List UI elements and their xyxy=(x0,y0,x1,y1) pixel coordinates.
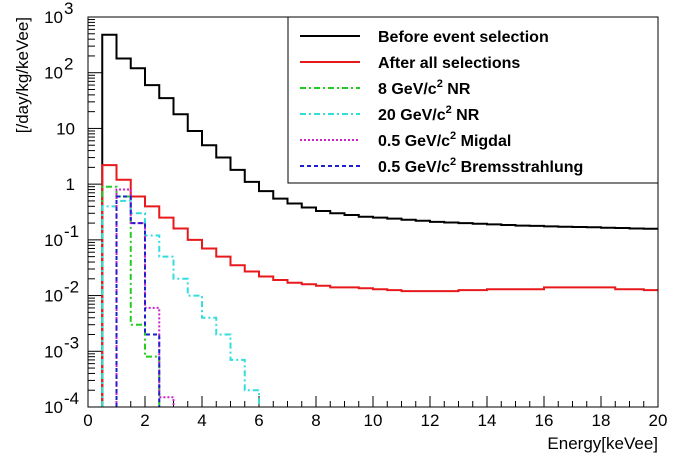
y-tick-exponent: 3 xyxy=(64,0,73,18)
y-tick-exponent: 2 xyxy=(64,55,73,74)
y-tick-exponent: -3 xyxy=(64,333,79,352)
series-line-4 xyxy=(101,199,260,407)
series-line-3 xyxy=(101,185,161,407)
series-line-1 xyxy=(101,33,658,407)
y-tick-exponent: -2 xyxy=(64,278,79,297)
x-tick-label: 0 xyxy=(83,411,92,430)
series-line-6 xyxy=(115,195,161,407)
y-tick-label: 10 xyxy=(56,119,75,138)
y-tick-label: 10 xyxy=(44,287,63,306)
x-tick-label: 2 xyxy=(140,411,149,430)
y-axis-title: [/day/kg/keVee] xyxy=(13,17,32,133)
legend-box xyxy=(287,16,659,184)
x-tick-label: 20 xyxy=(649,411,668,430)
legend-label-2: After all selections xyxy=(378,55,520,72)
y-tick-label: 10 xyxy=(44,342,63,361)
x-tick-label: 18 xyxy=(592,411,611,430)
x-tick-label: 12 xyxy=(421,411,440,430)
y-tick-label: 1 xyxy=(66,175,75,194)
y-tick-label: 10 xyxy=(44,64,63,83)
y-tick-label: 10 xyxy=(44,398,63,417)
y-tick-label: 10 xyxy=(44,8,63,27)
legend: Before event selection After all selectio… xyxy=(287,16,659,184)
x-tick-label: 16 xyxy=(535,411,554,430)
y-tick-label: 10 xyxy=(44,231,63,250)
x-tick-label: 4 xyxy=(197,411,206,430)
series-layer xyxy=(101,33,658,407)
x-axis-title: Energy[keVee] xyxy=(547,434,658,453)
legend-label-6: 0.5 GeV/c2 Bremsstrahlung xyxy=(378,156,583,176)
x-tick-label: 14 xyxy=(478,411,497,430)
legend-label-4: 20 GeV/c2 NR xyxy=(378,104,480,124)
y-tick-exponent: -4 xyxy=(64,389,79,408)
x-tick-label: 10 xyxy=(364,411,383,430)
x-tick-label: 8 xyxy=(311,411,320,430)
legend-label-5: 0.5 GeV/c2 Migdal xyxy=(378,130,511,150)
legend-label-3: 8 GeV/c2 NR xyxy=(378,78,471,98)
y-tick-exponent: -1 xyxy=(64,222,79,241)
series-line-2 xyxy=(101,164,658,407)
legend-label-1: Before event selection xyxy=(378,29,549,46)
x-tick-label: 6 xyxy=(254,411,263,430)
